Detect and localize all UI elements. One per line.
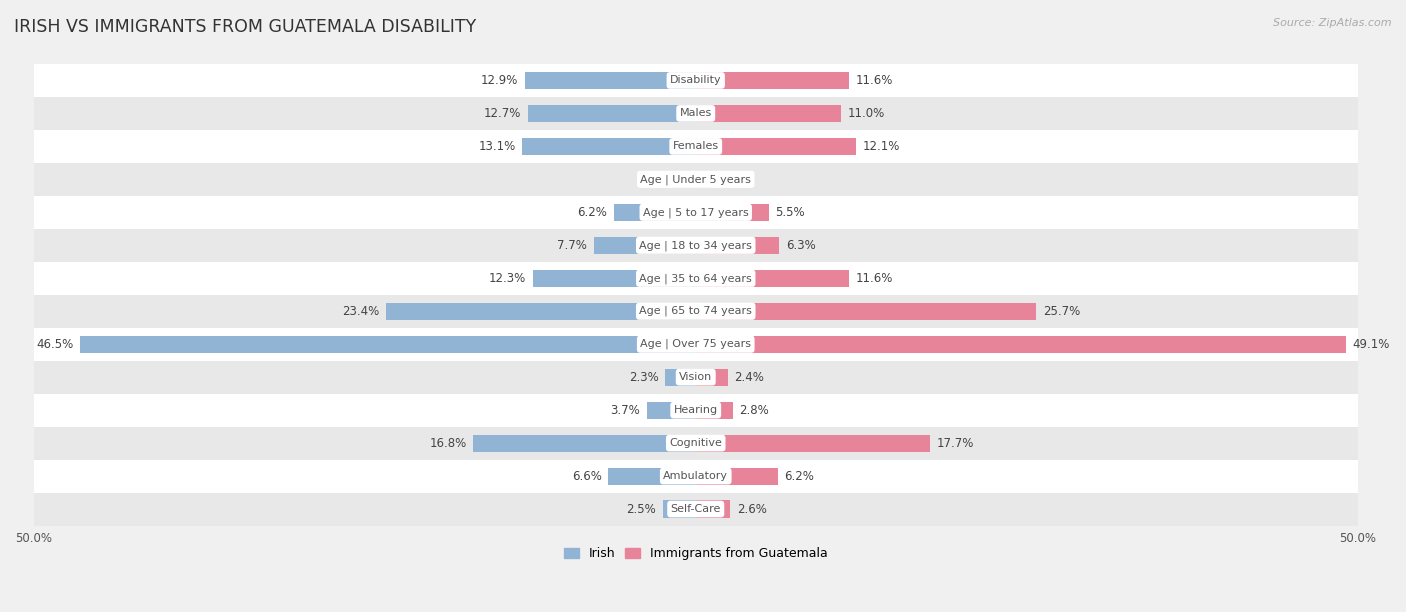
Text: Age | Under 5 years: Age | Under 5 years — [640, 174, 751, 185]
Text: 12.9%: 12.9% — [481, 74, 519, 87]
Bar — [34, 64, 1358, 97]
Text: Ambulatory: Ambulatory — [664, 471, 728, 481]
Text: 11.0%: 11.0% — [848, 107, 886, 120]
Text: Age | 35 to 64 years: Age | 35 to 64 years — [640, 273, 752, 283]
Bar — [527, 105, 696, 122]
Text: 5.5%: 5.5% — [775, 206, 804, 219]
Text: 1.7%: 1.7% — [637, 173, 666, 186]
Text: 6.2%: 6.2% — [785, 469, 814, 483]
Bar — [696, 303, 1036, 320]
Text: 25.7%: 25.7% — [1043, 305, 1080, 318]
Text: 12.7%: 12.7% — [484, 107, 520, 120]
Text: Vision: Vision — [679, 372, 713, 382]
Text: 2.8%: 2.8% — [740, 404, 769, 417]
Text: 6.2%: 6.2% — [576, 206, 607, 219]
Bar — [665, 368, 696, 386]
Bar — [474, 435, 696, 452]
Bar — [696, 401, 733, 419]
Text: 12.3%: 12.3% — [489, 272, 526, 285]
Text: Self-Care: Self-Care — [671, 504, 721, 514]
Text: Females: Females — [672, 141, 718, 151]
Text: 1.2%: 1.2% — [718, 173, 748, 186]
Bar — [696, 105, 841, 122]
Bar — [696, 501, 730, 518]
Bar — [673, 171, 696, 188]
Text: 6.3%: 6.3% — [786, 239, 815, 252]
Bar — [613, 204, 696, 221]
Text: IRISH VS IMMIGRANTS FROM GUATEMALA DISABILITY: IRISH VS IMMIGRANTS FROM GUATEMALA DISAB… — [14, 18, 477, 36]
Text: Age | Over 75 years: Age | Over 75 years — [640, 339, 751, 349]
Text: Age | 65 to 74 years: Age | 65 to 74 years — [640, 306, 752, 316]
Bar — [696, 171, 711, 188]
Text: Cognitive: Cognitive — [669, 438, 723, 448]
Bar — [34, 493, 1358, 526]
Bar — [34, 130, 1358, 163]
Bar — [34, 163, 1358, 196]
Bar — [696, 138, 856, 155]
Bar — [696, 335, 1346, 353]
Bar — [696, 270, 849, 287]
Text: 11.6%: 11.6% — [856, 272, 893, 285]
Bar — [696, 204, 769, 221]
Bar — [593, 237, 696, 254]
Text: 23.4%: 23.4% — [342, 305, 380, 318]
Text: Males: Males — [679, 108, 711, 118]
Text: 12.1%: 12.1% — [863, 140, 900, 153]
Text: Disability: Disability — [669, 75, 721, 86]
Bar — [34, 460, 1358, 493]
Text: 2.5%: 2.5% — [626, 502, 657, 515]
Text: 49.1%: 49.1% — [1353, 338, 1391, 351]
Bar — [522, 138, 696, 155]
Bar — [34, 427, 1358, 460]
Bar — [385, 303, 696, 320]
Text: Age | 5 to 17 years: Age | 5 to 17 years — [643, 207, 748, 218]
Bar — [34, 295, 1358, 327]
Bar — [696, 72, 849, 89]
Bar — [34, 97, 1358, 130]
Text: 3.7%: 3.7% — [610, 404, 640, 417]
Text: 2.3%: 2.3% — [628, 371, 658, 384]
Bar — [696, 468, 778, 485]
Text: 13.1%: 13.1% — [478, 140, 516, 153]
Bar — [533, 270, 696, 287]
Bar — [34, 229, 1358, 262]
Text: Hearing: Hearing — [673, 405, 718, 415]
Text: 6.6%: 6.6% — [572, 469, 602, 483]
Text: Source: ZipAtlas.com: Source: ZipAtlas.com — [1274, 18, 1392, 28]
Bar — [34, 394, 1358, 427]
Text: 2.4%: 2.4% — [734, 371, 763, 384]
Bar — [696, 435, 931, 452]
Legend: Irish, Immigrants from Guatemala: Irish, Immigrants from Guatemala — [558, 542, 832, 565]
Text: 46.5%: 46.5% — [37, 338, 73, 351]
Bar — [662, 501, 696, 518]
Bar — [609, 468, 696, 485]
Text: 2.6%: 2.6% — [737, 502, 766, 515]
Bar — [696, 368, 727, 386]
Bar — [34, 262, 1358, 295]
Bar — [647, 401, 696, 419]
Bar — [696, 237, 779, 254]
Text: 17.7%: 17.7% — [936, 436, 974, 450]
Text: 11.6%: 11.6% — [856, 74, 893, 87]
Text: 7.7%: 7.7% — [557, 239, 588, 252]
Text: Age | 18 to 34 years: Age | 18 to 34 years — [640, 240, 752, 250]
Bar — [34, 196, 1358, 229]
Text: 16.8%: 16.8% — [429, 436, 467, 450]
Bar — [80, 335, 696, 353]
Bar — [34, 327, 1358, 360]
Bar — [524, 72, 696, 89]
Bar — [34, 360, 1358, 394]
